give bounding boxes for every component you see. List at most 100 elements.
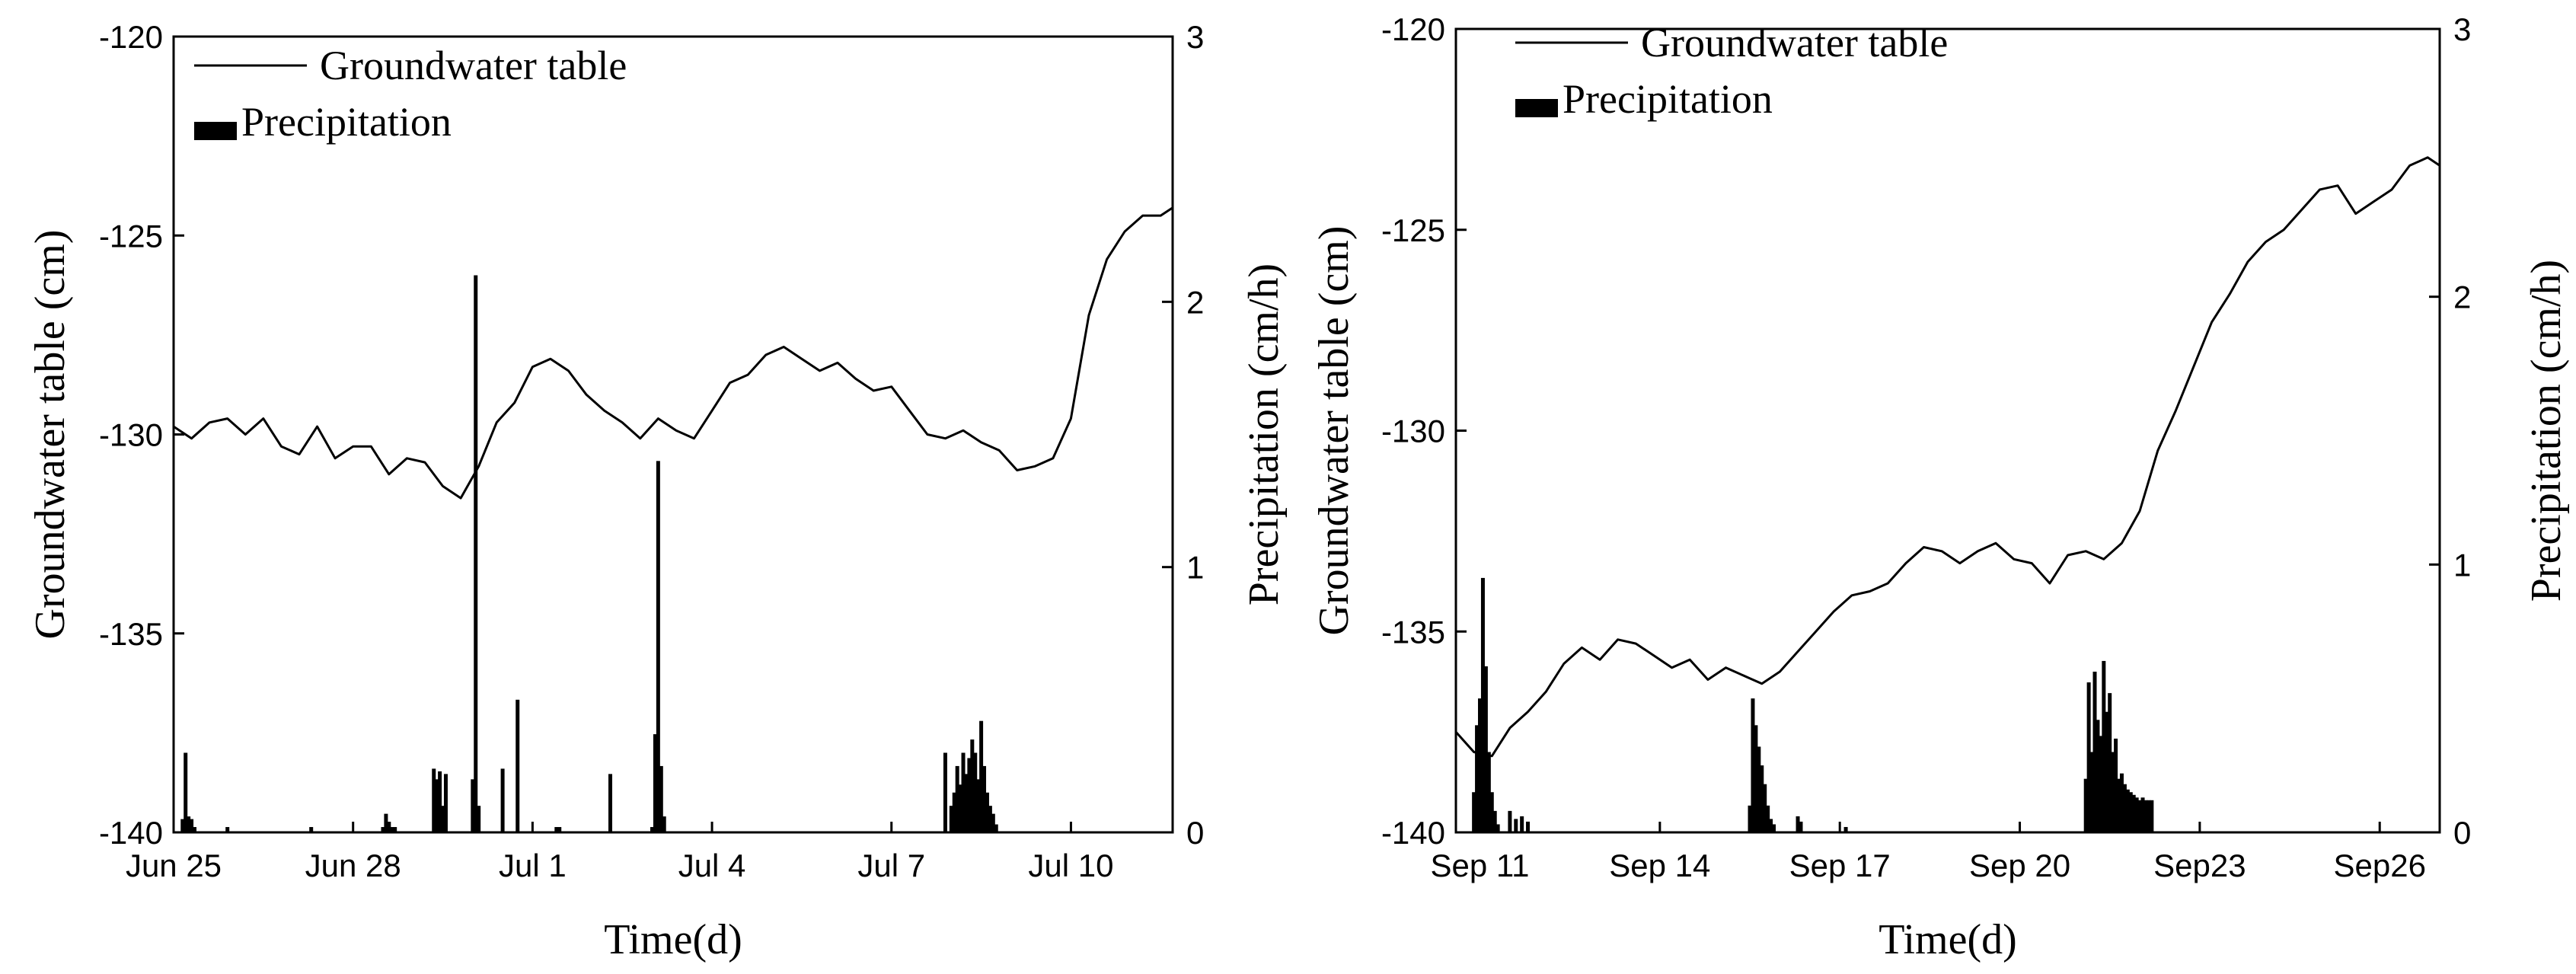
x-tick-label: Jun 25 (126, 848, 222, 883)
x-tick-label: Jul 10 (1028, 848, 1113, 883)
precip-bar (2086, 682, 2091, 832)
precip-bar (516, 699, 520, 832)
precip-bar (1769, 819, 1773, 832)
precip-bar (964, 774, 969, 832)
legend-bar-swatch (1515, 99, 1558, 117)
y-axis-title: Groundwater table (cm) (27, 230, 74, 640)
precip-bar (477, 806, 481, 832)
y2-tick-label: 0 (1186, 815, 1204, 851)
precip-bar (1483, 666, 1488, 832)
precip-bar (1495, 824, 1500, 832)
precip-bar (187, 816, 191, 832)
precip-bar (943, 752, 947, 832)
y-tick-label: -135 (1381, 614, 1445, 650)
y2-axis-title: Precipitation (cm/h) (1240, 263, 1288, 605)
precip-bar (994, 824, 998, 832)
y2-tick-label: 3 (2453, 11, 2471, 47)
precip-bar (949, 806, 953, 832)
legend-bar-swatch (194, 122, 237, 140)
precip-bar (2083, 778, 2088, 832)
precip-bar (1478, 698, 1483, 832)
precip-bar (952, 792, 956, 832)
precip-bar (2137, 800, 2142, 832)
legend-label-groundwater: Groundwater table (320, 43, 627, 88)
precip-bar (1751, 698, 1755, 832)
chart-panel-2: -140 -135 -130 -125 -120 0 1 2 3 Sep 11 Sep 14 Sep … (1310, 11, 2570, 963)
precip-bar (1799, 821, 1803, 832)
precip-bar (653, 734, 657, 832)
legend-label-groundwater: Groundwater table (1641, 20, 1948, 65)
precip-bar (970, 739, 975, 832)
precip-bar (961, 752, 966, 832)
precip-bar (225, 827, 230, 832)
precip-bar (443, 774, 448, 832)
precip-bar (2125, 789, 2130, 832)
precip-bar (184, 752, 188, 832)
precip-bar (1480, 577, 1485, 832)
precip-bar (1754, 725, 1758, 832)
precip-bar (2131, 794, 2136, 832)
x-tick-label: Sep26 (2333, 848, 2425, 883)
precip-bar (2143, 800, 2148, 832)
y-tick-label: -140 (99, 815, 163, 851)
x-tick-label: Sep 20 (1969, 848, 2070, 883)
precip-bar (1748, 805, 1752, 832)
y2-tick-label: 2 (2453, 279, 2471, 315)
precip-bar (2117, 778, 2121, 832)
y-tick-label: -130 (1381, 414, 1445, 449)
precip-bar (2147, 800, 2151, 832)
precip-bar (1508, 810, 1512, 832)
precip-bar (438, 771, 442, 832)
precip-bar (1520, 816, 1524, 832)
y-tick-label: -135 (99, 616, 163, 652)
precip-bar (1486, 752, 1491, 832)
x-tick-label: Jul 4 (678, 848, 746, 883)
y2-axis-title: Precipitation (cm/h) (2523, 260, 2570, 602)
precip-bar (656, 461, 660, 832)
precip-bar (976, 779, 981, 832)
precip-bar (982, 765, 987, 832)
precip-bar (393, 827, 397, 832)
precip-bar (1475, 725, 1480, 832)
y-axis-title: Groundwater table (cm) (1310, 226, 1358, 636)
precip-bar (985, 792, 989, 832)
precip-bar (2111, 752, 2115, 832)
precip-bar (2150, 800, 2154, 832)
plot-frame (1454, 27, 2441, 834)
precip-bar (432, 768, 436, 832)
precip-bar (309, 827, 314, 832)
x-tick-label: Sep 17 (1789, 848, 1891, 883)
precip-bar (2096, 720, 2100, 832)
precip-bar (967, 758, 972, 832)
y2-tick-label: 0 (2453, 815, 2471, 851)
precip-bar (1514, 819, 1518, 832)
precip-bar (1526, 821, 1531, 832)
precip-bar (2089, 752, 2094, 832)
x-tick-label: Jun 28 (305, 848, 401, 883)
y2-tick-label: 1 (1186, 550, 1204, 586)
y-tick-label: -120 (99, 19, 163, 55)
x-tick-label: Jul 7 (857, 848, 925, 883)
chart-panel-1: -140 -135 -130 -125 -120 0 1 2 3 Jun 25 Jun 28 Jul … (27, 19, 1288, 963)
precip-bar (1766, 805, 1770, 832)
precip-bar (381, 827, 385, 832)
precip-bar (2134, 797, 2139, 832)
precip-bar (2119, 773, 2124, 832)
precip-bar (988, 806, 992, 832)
groundwater-line (173, 206, 1173, 500)
x-tick-label: Sep23 (2153, 848, 2246, 883)
precip-bar (554, 827, 559, 832)
precip-bar (1772, 824, 1776, 832)
precip-bar (1763, 784, 1767, 832)
precip-bar (991, 813, 995, 832)
precip-bar (662, 816, 666, 832)
precip-bar (1760, 765, 1764, 832)
y-tick-label: -140 (1381, 815, 1445, 851)
precip-bar (474, 275, 478, 832)
precip-bar (958, 784, 962, 832)
precip-bar (180, 819, 185, 832)
y2-tick-label: 1 (2453, 547, 2471, 583)
precip-bar (2092, 672, 2097, 832)
y-tick-label: -125 (99, 218, 163, 254)
